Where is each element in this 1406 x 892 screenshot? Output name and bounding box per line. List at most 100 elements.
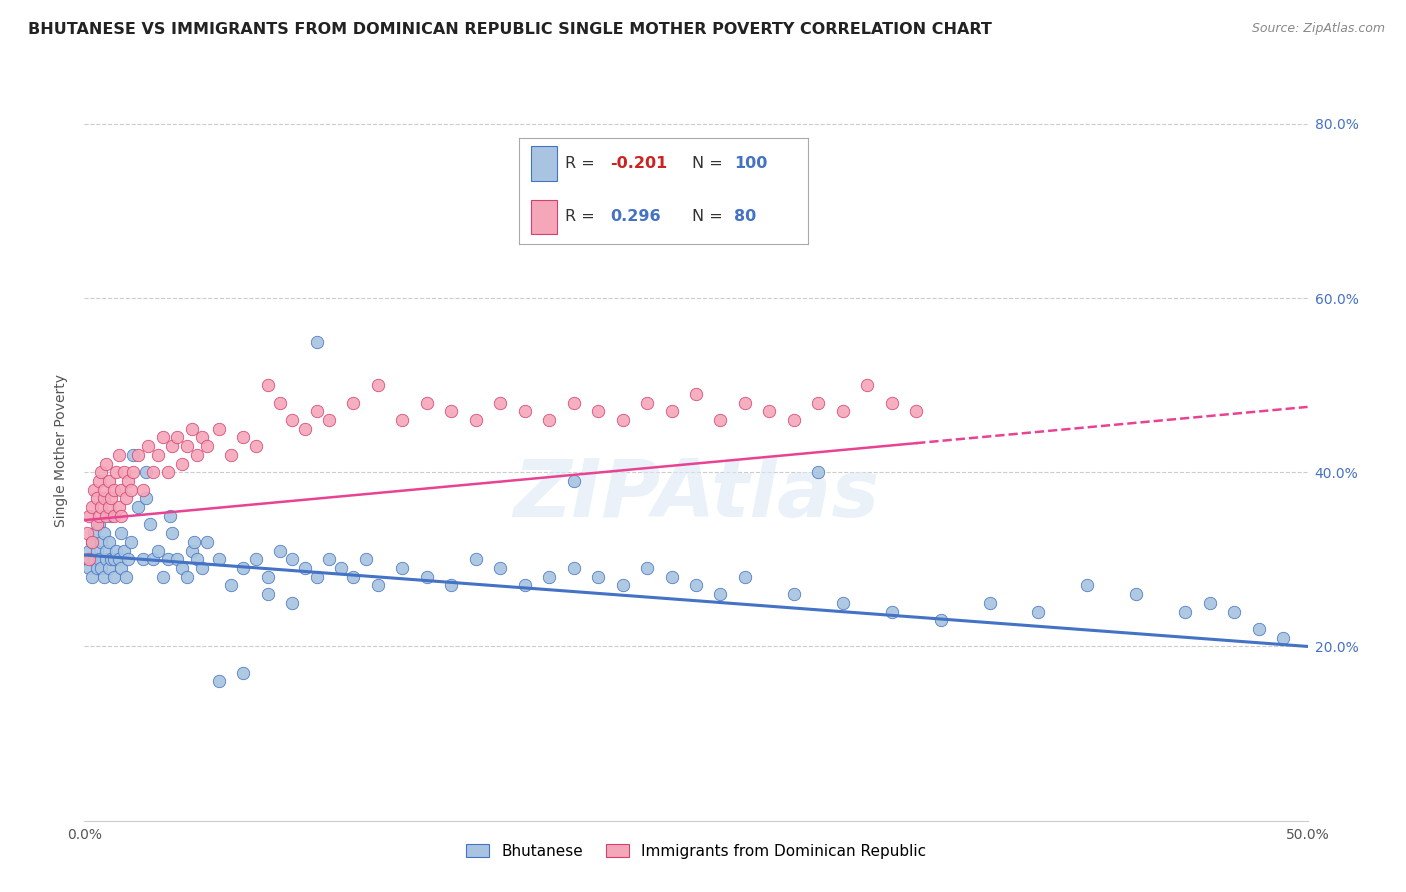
Point — [135, 491, 157, 506]
Point — [83, 483, 105, 497]
Point — [440, 404, 463, 418]
Point — [191, 561, 214, 575]
Point — [269, 395, 291, 409]
Point — [96, 508, 118, 523]
Point — [93, 570, 115, 584]
Point — [831, 596, 853, 610]
Point — [1125, 587, 1147, 601]
Text: R =: R = — [565, 156, 600, 171]
Point — [416, 570, 439, 584]
Point — [979, 596, 1001, 610]
Point — [636, 395, 658, 409]
Point — [80, 535, 103, 549]
Point — [489, 561, 512, 575]
Point — [90, 500, 112, 514]
Point — [76, 552, 98, 566]
Point — [120, 483, 142, 497]
Point — [367, 578, 389, 592]
Point — [538, 413, 561, 427]
Point — [464, 413, 486, 427]
Point — [257, 570, 280, 584]
Point — [146, 543, 169, 558]
Text: BHUTANESE VS IMMIGRANTS FROM DOMINICAN REPUBLIC SINGLE MOTHER POVERTY CORRELATIO: BHUTANESE VS IMMIGRANTS FROM DOMINICAN R… — [28, 22, 993, 37]
Point — [354, 552, 377, 566]
Point — [734, 395, 756, 409]
Point — [636, 561, 658, 575]
Point — [464, 552, 486, 566]
Point — [905, 404, 928, 418]
Point — [176, 439, 198, 453]
Point — [513, 578, 536, 592]
Point — [294, 561, 316, 575]
Text: N =: N = — [692, 210, 728, 224]
Point — [1028, 605, 1050, 619]
Point — [139, 517, 162, 532]
Point — [807, 395, 830, 409]
Point — [100, 552, 122, 566]
Point — [856, 378, 879, 392]
Point — [166, 552, 188, 566]
Point — [330, 561, 353, 575]
Point — [115, 570, 138, 584]
Point — [80, 535, 103, 549]
Point — [93, 491, 115, 506]
Point — [318, 552, 340, 566]
Point — [83, 526, 105, 541]
Point — [162, 526, 184, 541]
Point — [562, 561, 585, 575]
Point — [100, 508, 122, 523]
Point — [245, 552, 267, 566]
Point — [96, 552, 118, 566]
Point — [110, 561, 132, 575]
Point — [929, 613, 952, 627]
Text: Source: ZipAtlas.com: Source: ZipAtlas.com — [1251, 22, 1385, 36]
Point — [112, 465, 135, 479]
Point — [146, 448, 169, 462]
Point — [97, 500, 120, 514]
Point — [76, 526, 98, 541]
Point — [97, 535, 120, 549]
Point — [709, 413, 731, 427]
Point — [122, 465, 145, 479]
Text: R =: R = — [565, 210, 600, 224]
Point — [269, 543, 291, 558]
Point — [281, 552, 304, 566]
Point — [103, 570, 125, 584]
Point — [152, 430, 174, 444]
Point — [807, 465, 830, 479]
Point — [107, 500, 129, 514]
Point — [685, 387, 707, 401]
Point — [135, 465, 157, 479]
Point — [440, 578, 463, 592]
Point — [880, 605, 903, 619]
Point — [489, 395, 512, 409]
Point — [709, 587, 731, 601]
Point — [232, 665, 254, 680]
Point — [181, 422, 204, 436]
Point — [107, 552, 129, 566]
Point — [103, 508, 125, 523]
Point — [586, 404, 609, 418]
Point — [162, 439, 184, 453]
Point — [132, 483, 155, 497]
Point — [93, 483, 115, 497]
Text: 80: 80 — [734, 210, 756, 224]
Point — [156, 465, 179, 479]
Point — [758, 404, 780, 418]
Point — [110, 526, 132, 541]
Point — [83, 552, 105, 566]
Point — [105, 465, 128, 479]
Bar — [530, 200, 557, 234]
Point — [880, 395, 903, 409]
Point — [122, 448, 145, 462]
Point — [181, 543, 204, 558]
Point — [90, 465, 112, 479]
Point — [305, 570, 328, 584]
Point — [142, 552, 165, 566]
Point — [661, 570, 683, 584]
Point — [86, 517, 108, 532]
Point — [183, 535, 205, 549]
Point — [513, 404, 536, 418]
Point — [281, 596, 304, 610]
Point — [107, 448, 129, 462]
